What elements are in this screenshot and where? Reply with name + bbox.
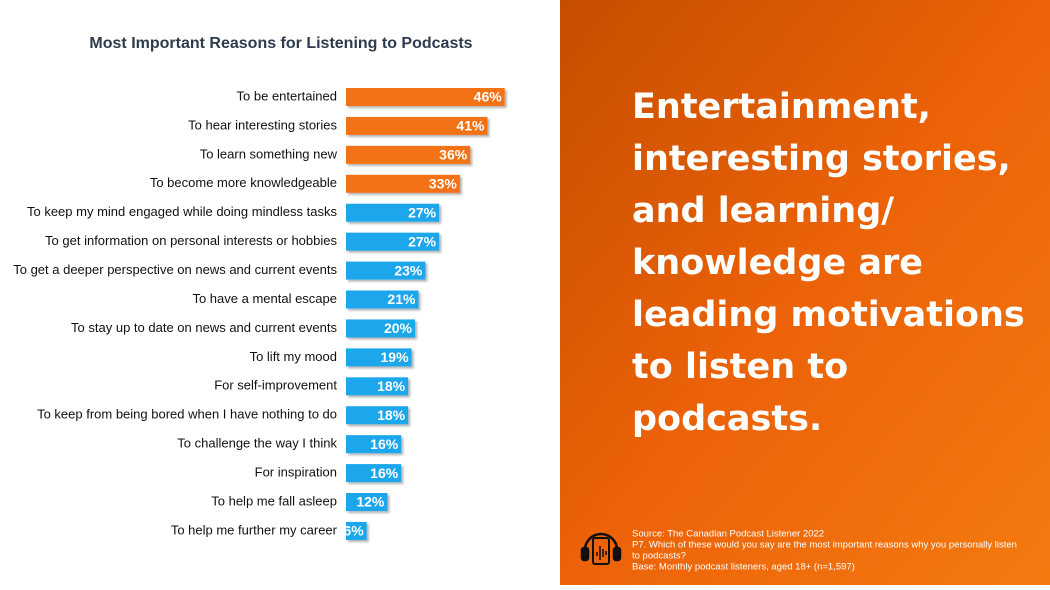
value-label: 46% — [474, 89, 503, 105]
value-label: 19% — [381, 349, 410, 365]
source-note: P7. Which of these would you say are the… — [632, 540, 1017, 551]
category-label: To hear interesting stories — [188, 117, 337, 132]
category-label: To learn something new — [200, 146, 338, 161]
bar — [346, 261, 426, 280]
bar — [346, 203, 440, 222]
headline: and learning/ — [632, 191, 894, 231]
bar — [346, 116, 488, 135]
bar — [346, 290, 419, 309]
category-label: To help me fall asleep — [211, 493, 337, 508]
bar — [346, 435, 402, 454]
category-label: To challenge the way I think — [177, 436, 337, 451]
bar — [346, 406, 409, 425]
bar — [346, 174, 460, 193]
bar — [346, 521, 367, 540]
bar — [346, 348, 412, 367]
value-label: 36% — [439, 147, 468, 163]
value-label: 12% — [356, 494, 385, 510]
category-label: For inspiration — [255, 465, 337, 480]
category-label: To have a mental escape — [192, 291, 337, 306]
bar — [346, 88, 505, 106]
source-note: Base: Monthly podcast listeners, aged 18… — [632, 562, 855, 573]
category-label: To help me further my career — [171, 522, 338, 537]
value-label: 20% — [384, 320, 413, 336]
category-label: To be entertained — [237, 88, 337, 103]
category-label: To become more knowledgeable — [150, 175, 337, 190]
podcast-icon — [580, 532, 622, 565]
value-label: 6% — [343, 523, 364, 539]
category-label: To keep my mind engaged while doing mind… — [27, 204, 338, 219]
bar — [346, 232, 440, 251]
value-label: 41% — [456, 118, 485, 134]
value-label: 23% — [394, 262, 423, 278]
headline: leading motivations — [632, 295, 1025, 335]
bar — [346, 493, 388, 512]
category-label: To keep from being bored when I have not… — [37, 407, 337, 422]
chart-title: Most Important Reasons for Listening to … — [89, 35, 472, 52]
headline: knowledge are — [632, 243, 923, 283]
source-note: to podcasts? — [632, 551, 686, 562]
headline: to listen to — [632, 347, 848, 387]
category-label: To stay up to date on news and current e… — [71, 320, 337, 335]
headline: podcasts. — [632, 399, 822, 439]
value-label: 27% — [408, 204, 437, 220]
category-label: To get a deeper perspective on news and … — [13, 262, 337, 277]
category-label: For self-improvement — [214, 378, 337, 393]
bar — [346, 464, 402, 483]
value-label: 16% — [370, 436, 399, 452]
value-label: 18% — [377, 407, 406, 423]
category-label: To get information on personal interests… — [45, 233, 337, 248]
bar — [346, 145, 471, 164]
headline: Entertainment, — [632, 87, 931, 127]
bar — [346, 319, 415, 338]
value-label: 33% — [429, 175, 458, 191]
headline: interesting stories, — [632, 139, 1011, 179]
bar — [346, 377, 409, 396]
category-label: To lift my mood — [250, 349, 337, 364]
value-label: 18% — [377, 378, 406, 394]
value-label: 27% — [408, 233, 437, 249]
value-label: 16% — [370, 465, 399, 481]
value-label: 21% — [387, 291, 416, 307]
source-note: Source: The Canadian Podcast Listener 20… — [632, 529, 824, 540]
text-panel — [560, 0, 1050, 585]
